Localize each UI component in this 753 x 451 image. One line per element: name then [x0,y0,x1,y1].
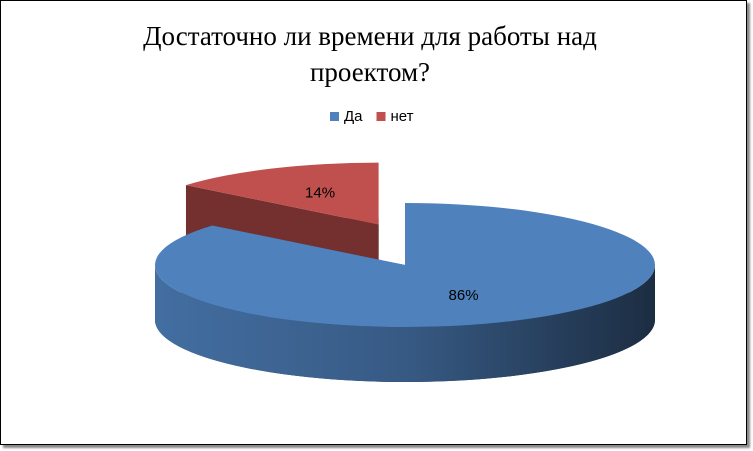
chart-frame [0,0,747,445]
slice [154,203,655,327]
legend-swatch [330,112,339,121]
legend-swatch [376,112,386,121]
data-label: 86% [449,287,479,304]
legend-label: нет [391,108,414,125]
legend-label: Да [344,108,363,125]
chart-title: Достаточно ли времени для работы над про… [143,21,597,87]
slice [185,162,379,225]
slice-side [155,265,655,382]
data-label: 14% [305,185,335,202]
